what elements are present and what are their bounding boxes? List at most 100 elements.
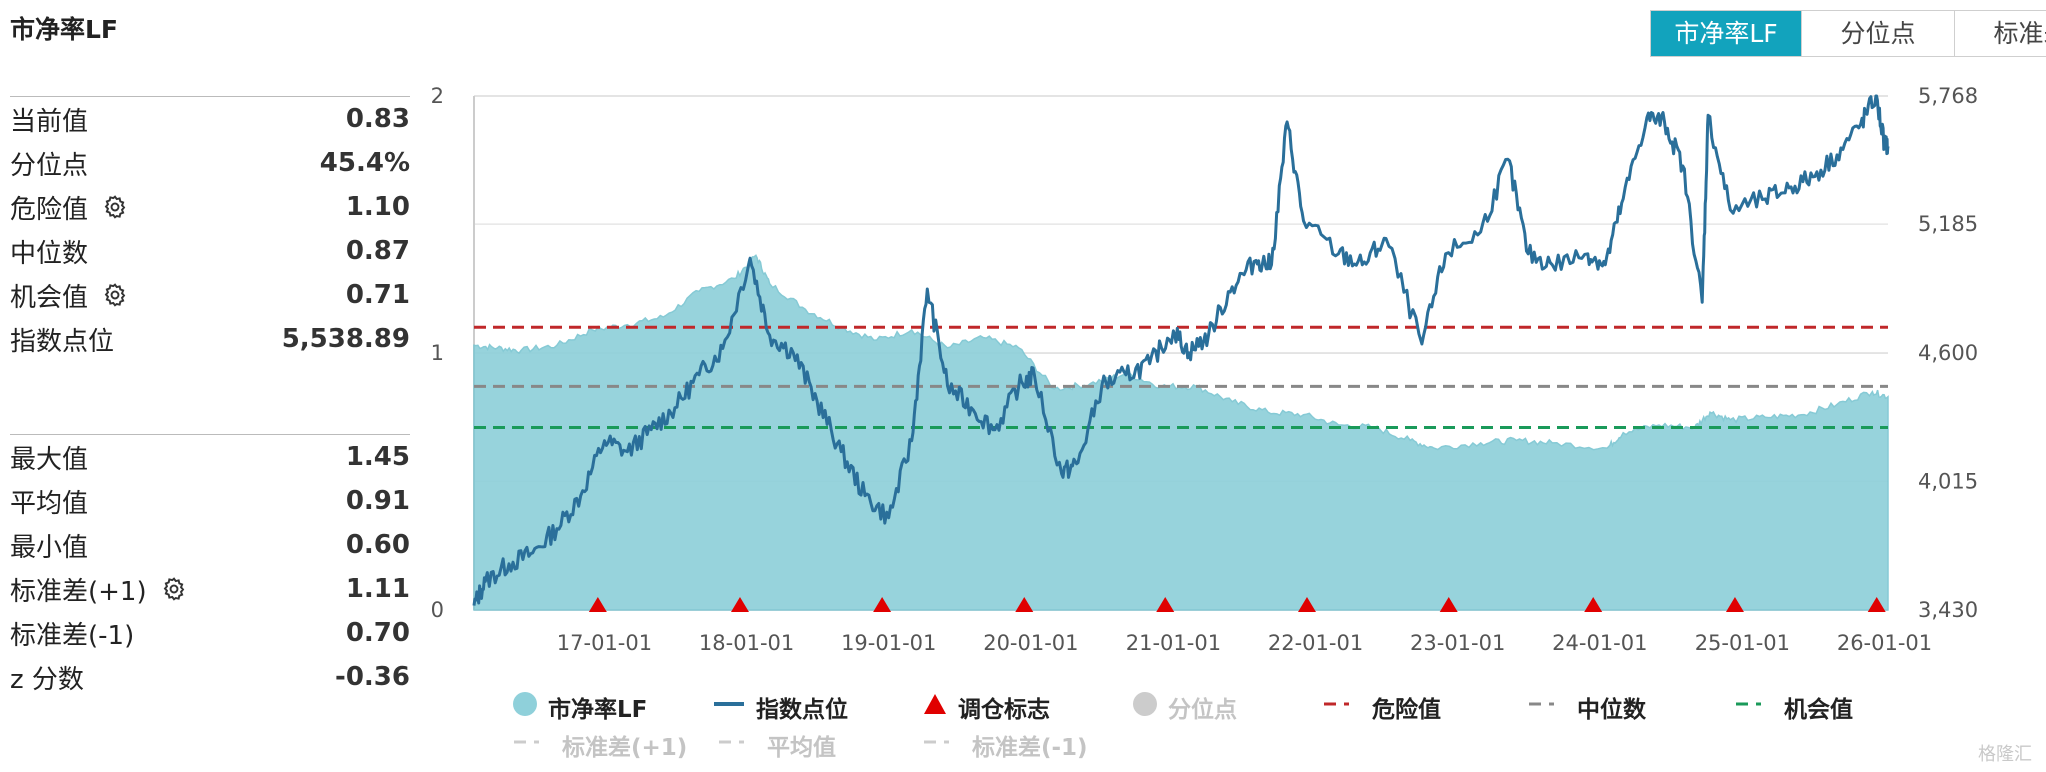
stat-label-wrap: 当前值	[10, 101, 88, 138]
rebalance-marker	[873, 597, 892, 612]
stat-row: 标准差(+1) 1.11	[10, 567, 410, 611]
legend-label: 市净率LF	[548, 697, 648, 723]
stat-value: 0.71	[345, 280, 410, 310]
dash-legend-icon	[717, 729, 757, 761]
stat-label: 标准差(+1)	[10, 576, 147, 607]
stat-row: 中位数 0.87	[10, 229, 410, 273]
stat-row: 最小值 0.60	[10, 523, 410, 567]
view-tabs: 市净率LF 分位点 标准差	[1650, 10, 2046, 57]
stat-value: 0.83	[345, 104, 410, 134]
dash-legend-icon	[1734, 691, 1774, 723]
stat-label: 机会值	[10, 282, 89, 313]
stat-row: 分位点 45.4%	[10, 141, 410, 185]
gear-icon[interactable]	[102, 282, 128, 308]
stat-label-wrap: 标准差(+1)	[10, 571, 187, 608]
stat-value: -0.36	[335, 662, 410, 692]
rebalance-marker	[1584, 597, 1603, 612]
rebalance-marker	[1297, 597, 1316, 612]
x-tick-label: 17-01-01	[557, 631, 652, 655]
valuation-chart: 0 1 2 3,430 4,015 4,600 5,185 5,768 17-01-01 18-0…	[431, 84, 1979, 655]
stat-label-wrap: 危险值	[10, 189, 128, 226]
stat-value: 45.4%	[319, 148, 410, 178]
stat-row: 机会值 0.71	[10, 273, 410, 317]
legend-item[interactable]: 标准差(+1)	[512, 728, 687, 762]
stat-label-wrap: 最小值	[10, 527, 88, 564]
stat-label-wrap: 分位点	[10, 145, 88, 182]
triangle-legend-icon	[922, 691, 948, 723]
stat-row: 平均值 0.91	[10, 479, 410, 523]
y-right-tick-label: 3,430	[1918, 598, 1978, 622]
stat-value: 1.10	[345, 192, 410, 222]
legend-item[interactable]: 市净率LF	[512, 690, 647, 724]
stat-value: 1.11	[345, 574, 410, 604]
x-tick-label: 22-01-01	[1268, 631, 1363, 655]
circle-legend-icon	[1132, 691, 1158, 723]
gear-icon[interactable]	[102, 194, 128, 220]
stat-label-wrap: 机会值	[10, 277, 128, 314]
legend-label: 标准差(-1)	[972, 735, 1088, 761]
legend-label: 分位点	[1168, 697, 1237, 723]
page-title: 市净率LF	[10, 15, 119, 44]
stat-label: z 分数	[10, 664, 84, 695]
legend-label: 调仓标志	[958, 697, 1050, 723]
legend-item[interactable]: 危险值	[1322, 690, 1441, 724]
stat-value: 0.70	[345, 618, 410, 648]
line-legend-icon	[712, 691, 746, 723]
stat-label-wrap: 标准差(-1)	[10, 615, 134, 652]
index-line-series	[472, 94, 1890, 606]
stat-row: 指数点位 5,538.89	[10, 317, 410, 361]
stat-value: 1.45	[345, 442, 410, 472]
stat-label-wrap: 指数点位	[10, 321, 114, 358]
rebalance-marker	[1725, 597, 1744, 612]
legend-item[interactable]: 中位数	[1527, 690, 1646, 724]
y-right-tick-label: 4,600	[1918, 341, 1978, 365]
stat-label: 最小值	[10, 532, 89, 563]
x-tick-label: 18-01-01	[699, 631, 794, 655]
legend-label: 指数点位	[756, 697, 848, 723]
dash-legend-icon	[512, 729, 552, 761]
y-left-tick-label: 1	[431, 341, 444, 365]
legend-item[interactable]: 分位点	[1132, 690, 1237, 724]
pb-area-series	[473, 254, 1889, 611]
legend-item[interactable]: 平均值	[717, 728, 836, 762]
rebalance-marker	[1439, 597, 1458, 612]
stat-label-wrap: z 分数	[10, 659, 84, 696]
x-tick-label: 26-01-01	[1837, 631, 1932, 655]
stat-label: 危险值	[10, 194, 89, 225]
dash-legend-icon	[1527, 691, 1567, 723]
legend-item[interactable]: 指数点位	[712, 690, 848, 724]
stat-row: 当前值 0.83	[10, 97, 410, 141]
y-right-tick-label: 4,015	[1918, 469, 1978, 493]
y-left-tick-label: 0	[431, 598, 444, 622]
tab-std[interactable]: 标准差	[1954, 11, 2046, 56]
tab-percentile[interactable]: 分位点	[1801, 11, 1954, 56]
legend-item[interactable]: 标准差(-1)	[922, 728, 1088, 762]
dash-legend-icon	[1322, 691, 1362, 723]
stats-panel-current: 当前值 0.83 分位点 45.4% 危险值 1.10 中位数 0.87 机会值 0.71 指数点位…	[10, 96, 410, 361]
stat-value: 5,538.89	[281, 324, 410, 354]
stat-label: 分位点	[10, 150, 89, 181]
legend-label: 中位数	[1577, 697, 1646, 723]
circle-legend-icon	[512, 691, 538, 723]
x-tick-label: 23-01-01	[1410, 631, 1505, 655]
rebalance-marker	[588, 597, 607, 612]
stat-value: 0.91	[345, 486, 410, 516]
legend-label: 标准差(+1)	[562, 735, 688, 761]
stat-value: 0.60	[345, 530, 410, 560]
stat-row: 最大值 1.45	[10, 435, 410, 479]
x-tick-label: 24-01-01	[1552, 631, 1647, 655]
legend-label: 平均值	[767, 735, 836, 761]
x-tick-label: 21-01-01	[1126, 631, 1221, 655]
stat-value: 0.87	[345, 236, 410, 266]
tab-pb[interactable]: 市净率LF	[1651, 11, 1801, 56]
gear-icon[interactable]	[161, 576, 187, 602]
x-tick-label: 25-01-01	[1695, 631, 1790, 655]
legend-item[interactable]: 调仓标志	[922, 690, 1050, 724]
y-right-tick-label: 5,185	[1918, 212, 1978, 236]
stat-label: 最大值	[10, 444, 89, 475]
y-right-tick-label: 5,768	[1918, 84, 1978, 108]
rebalance-marker	[1156, 597, 1175, 612]
x-tick-label: 19-01-01	[841, 631, 936, 655]
rebalance-marker	[730, 597, 749, 612]
legend-item[interactable]: 机会值	[1734, 690, 1853, 724]
